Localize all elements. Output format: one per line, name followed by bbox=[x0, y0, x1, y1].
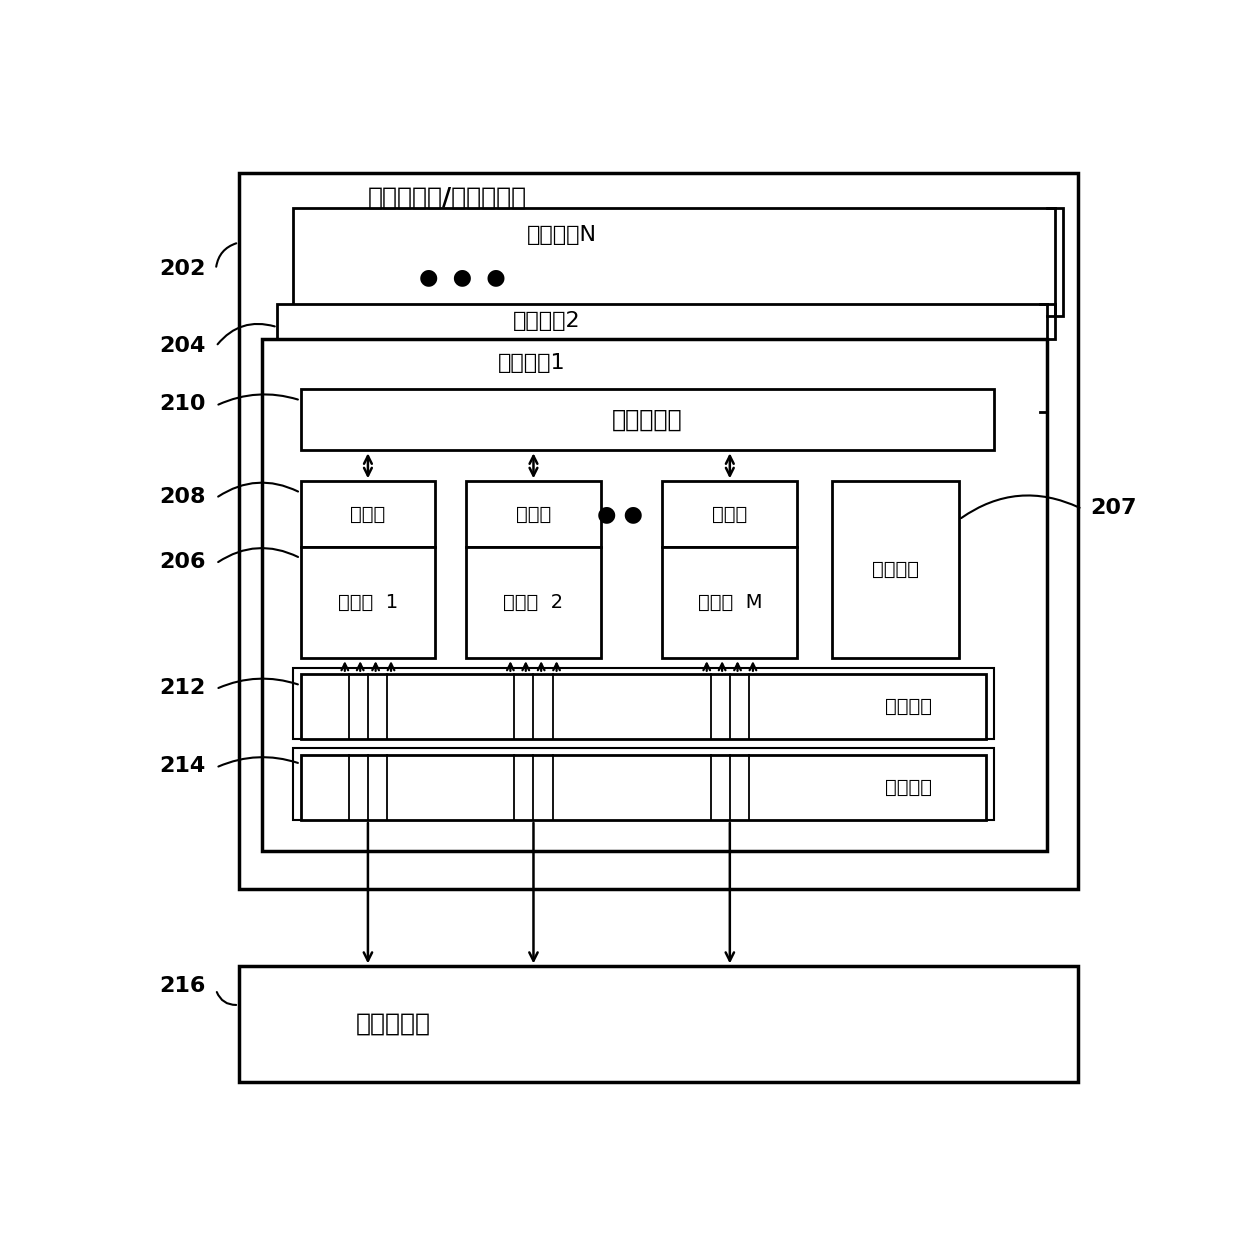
Text: 多处理器2: 多处理器2 bbox=[513, 311, 580, 332]
Text: 212: 212 bbox=[160, 678, 206, 698]
Text: 208: 208 bbox=[159, 487, 206, 507]
Text: 216: 216 bbox=[160, 976, 206, 996]
Text: 206: 206 bbox=[159, 552, 206, 572]
Text: 寄存器: 寄存器 bbox=[350, 504, 386, 523]
Bar bbox=[278, 304, 1055, 339]
Text: 处理器  1: 处理器 1 bbox=[337, 593, 398, 612]
Text: 图形处理器/多核处理器: 图形处理器/多核处理器 bbox=[367, 186, 527, 210]
Bar bbox=[293, 668, 993, 739]
Bar bbox=[300, 547, 435, 658]
Bar bbox=[262, 339, 1048, 851]
Bar bbox=[300, 389, 993, 450]
Text: 210: 210 bbox=[159, 394, 206, 414]
Text: 处理器  2: 处理器 2 bbox=[503, 593, 563, 612]
Text: ● ●: ● ● bbox=[598, 504, 644, 524]
Text: 204: 204 bbox=[160, 337, 206, 357]
Bar bbox=[293, 748, 993, 819]
Text: 多处理器N: 多处理器N bbox=[527, 225, 598, 245]
Text: 寄存器: 寄存器 bbox=[516, 504, 551, 523]
Bar bbox=[662, 547, 797, 658]
Text: 指令单元: 指令单元 bbox=[872, 560, 919, 579]
Text: 202: 202 bbox=[160, 259, 206, 279]
Text: 寄存器: 寄存器 bbox=[712, 504, 748, 523]
Text: 处理器  M: 处理器 M bbox=[698, 593, 763, 612]
Bar bbox=[662, 482, 797, 547]
Text: 纹理缓存: 纹理缓存 bbox=[885, 778, 932, 797]
Bar bbox=[466, 547, 601, 658]
Text: 常量缓存: 常量缓存 bbox=[885, 697, 932, 716]
Bar bbox=[300, 754, 986, 819]
Text: 214: 214 bbox=[160, 756, 206, 776]
Bar bbox=[293, 208, 1063, 315]
Bar bbox=[285, 742, 993, 819]
Bar bbox=[239, 966, 1079, 1082]
Text: 全局存储器: 全局存储器 bbox=[356, 1012, 430, 1036]
Bar bbox=[832, 482, 959, 658]
Bar bbox=[285, 662, 993, 739]
Text: 多处理器1: 多处理器1 bbox=[497, 354, 565, 373]
Text: 共享存储器: 共享存储器 bbox=[611, 408, 682, 432]
Text: ●  ●  ●: ● ● ● bbox=[419, 268, 506, 288]
Bar bbox=[300, 674, 986, 739]
Bar bbox=[300, 482, 435, 547]
Text: 207: 207 bbox=[1090, 498, 1136, 518]
Bar bbox=[239, 173, 1079, 889]
Bar bbox=[466, 482, 601, 547]
